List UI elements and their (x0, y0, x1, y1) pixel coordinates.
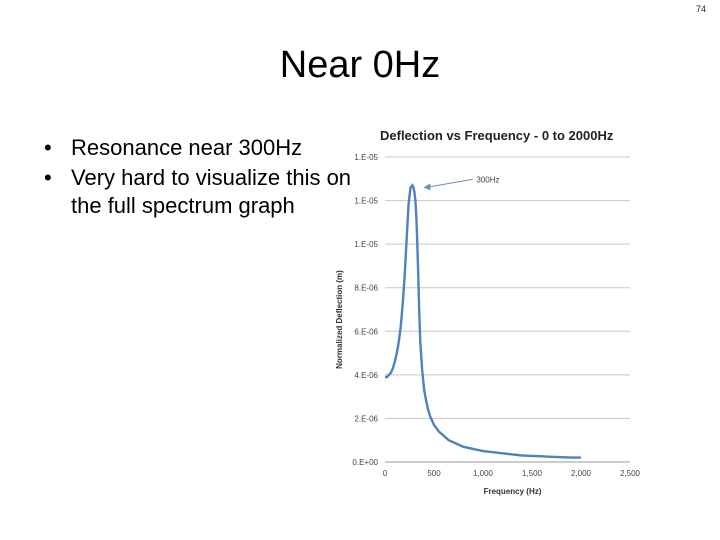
y-tick-label: 8.E-06 (354, 284, 378, 293)
x-tick-label: 2,000 (571, 469, 592, 478)
x-tick-label: 0 (383, 469, 388, 478)
y-tick-label: 1.E-05 (354, 197, 378, 206)
y-tick-label: 1.E-05 (354, 153, 378, 162)
y-tick-label: 4.E-06 (354, 371, 378, 380)
y-tick-labels: 0.E+00 2.E-06 4.E-06 6.E-06 8.E-06 1.E-05 1.E-… (352, 153, 378, 467)
x-tick-label: 1,500 (522, 469, 543, 478)
bullet-item: • Very hard to visualize this on the ful… (44, 164, 364, 220)
slide-number: 74 (695, 4, 706, 14)
x-tick-label: 2,500 (620, 469, 641, 478)
x-tick-label: 500 (427, 469, 441, 478)
bullet-dot: • (44, 165, 52, 190)
x-axis-label: Frequency (Hz) (484, 487, 542, 496)
annotation-arrow (426, 178, 473, 188)
annotation-label: 300Hz (476, 175, 499, 184)
y-tick-label: 2.E-06 (354, 414, 378, 423)
deflection-chart: Deflection vs Frequency - 0 to 2000Hz 0.… (335, 128, 641, 496)
bullet-list: • Resonance near 300Hz • Very hard to vi… (44, 134, 364, 222)
x-tick-label: 1,000 (473, 469, 494, 478)
bullet-text: Very hard to visualize this on the full … (71, 165, 352, 218)
series-line (385, 183, 581, 459)
slide-title: Near 0Hz (279, 44, 441, 86)
chart-grid (385, 156, 630, 463)
annotation-arrowhead (423, 183, 431, 191)
y-tick-label: 0.E+00 (352, 458, 378, 467)
peak-annotation: 300Hz (423, 175, 500, 191)
chart-container: Deflection vs Frequency - 0 to 2000Hz 0.… (330, 120, 670, 505)
y-tick-label: 6.E-06 (354, 327, 378, 336)
bullet-text: Resonance near 300Hz (71, 135, 303, 160)
y-tick-label: 1.E-05 (354, 240, 378, 249)
bullet-dot: • (44, 135, 52, 160)
x-tick-labels: 0 500 1,000 1,500 2,000 2,500 (383, 469, 641, 478)
y-axis-label: Normalized Deflection (m) (335, 270, 344, 369)
chart-title: Deflection vs Frequency - 0 to 2000Hz (380, 128, 614, 143)
bullet-item: • Resonance near 300Hz (44, 134, 364, 162)
